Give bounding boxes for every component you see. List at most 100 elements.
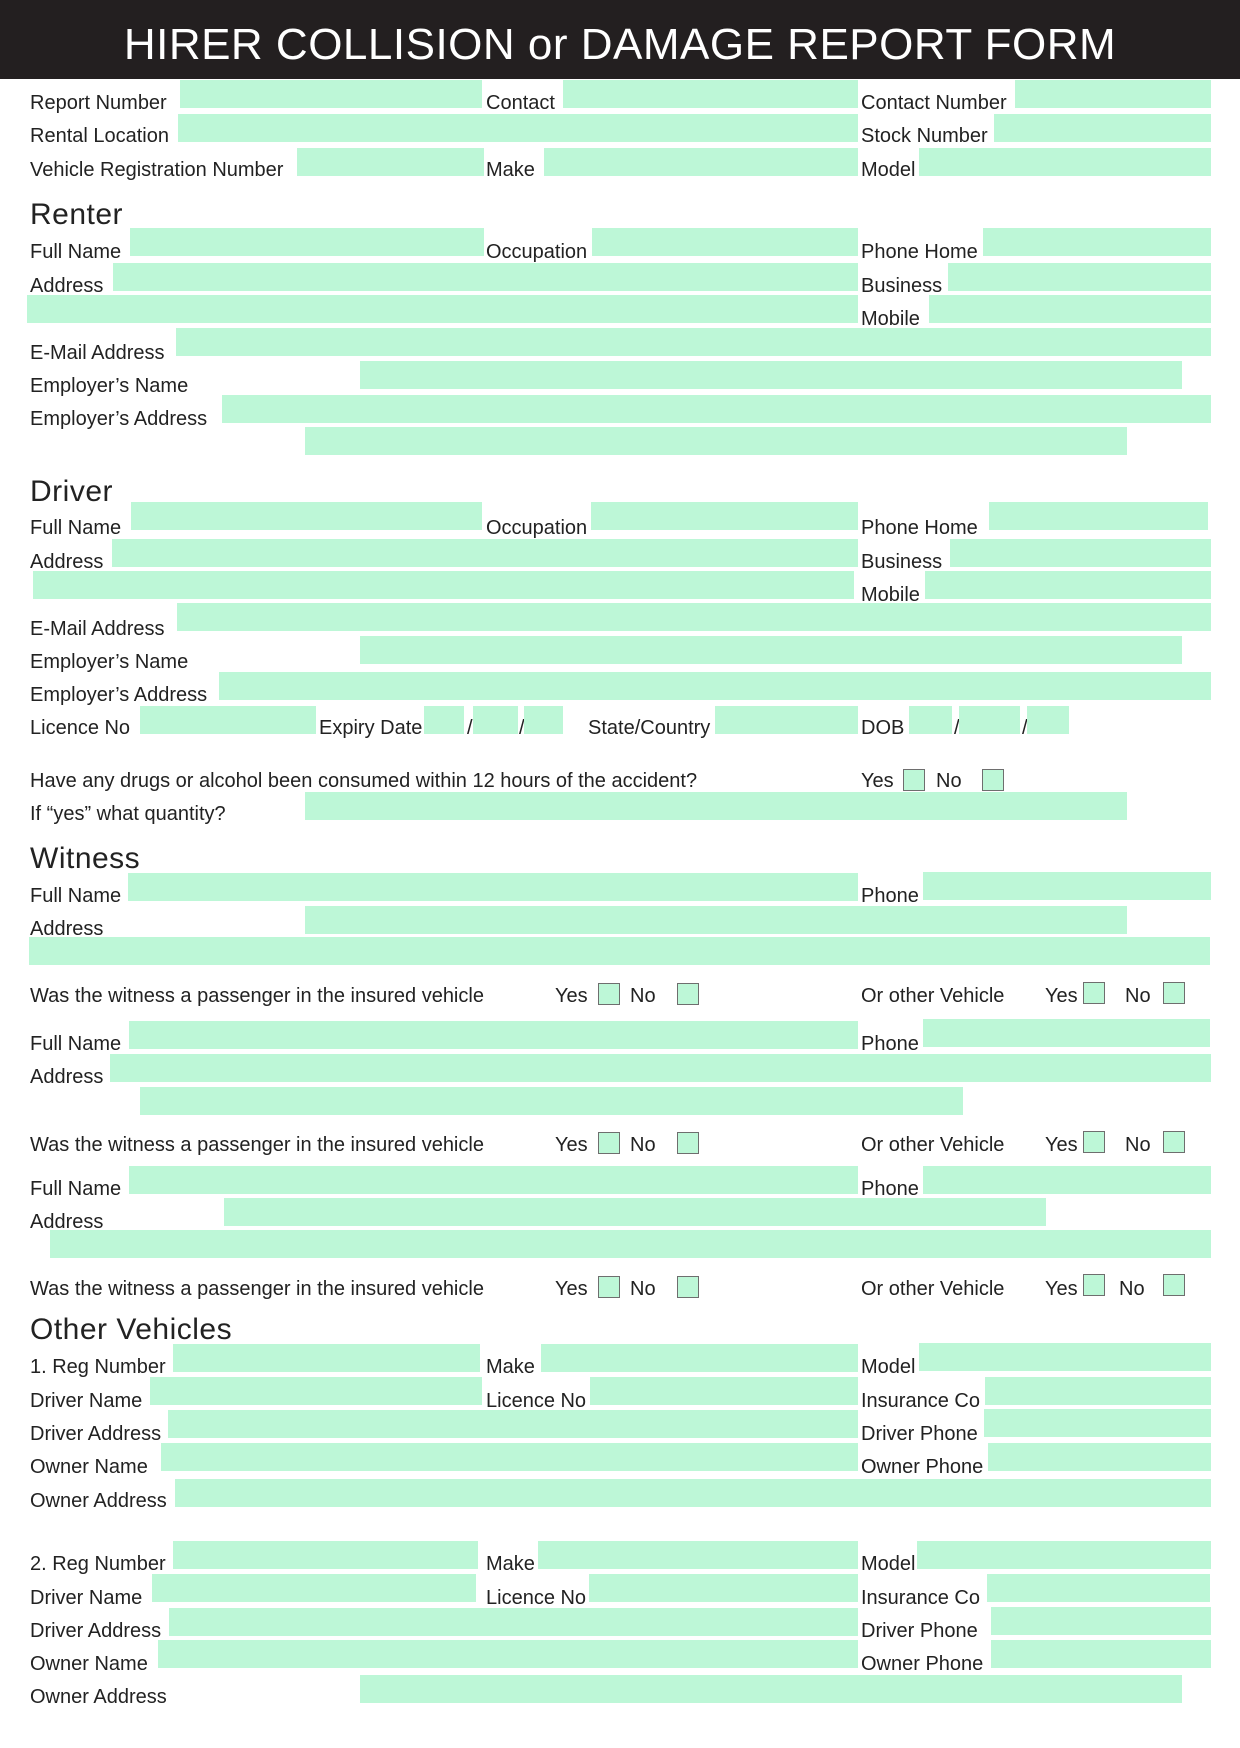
drugs-no-checkbox[interactable] [982, 769, 1004, 791]
vehicle-1-owner-phone-field[interactable] [988, 1443, 1211, 1471]
other-vehicle-yes-label: Yes [1045, 1134, 1078, 1156]
renter-full-name-field[interactable] [130, 228, 484, 256]
renter-business-field[interactable] [948, 263, 1211, 291]
drugs-yes-checkbox[interactable] [903, 769, 925, 791]
witness-2-insured-no-checkbox[interactable] [677, 1132, 699, 1154]
vehicle-2-model-field[interactable] [917, 1541, 1211, 1569]
expiry-date-label: Expiry Date [319, 717, 423, 739]
witness-2-insured-yes-checkbox[interactable] [598, 1132, 620, 1154]
witness-3-address-field[interactable] [224, 1198, 1046, 1226]
driver-phone-home-field[interactable] [989, 502, 1208, 530]
vehicle-1-licence-no-field[interactable] [590, 1377, 858, 1405]
quantity-field[interactable] [305, 792, 1127, 820]
driver-business-field[interactable] [950, 539, 1211, 567]
vehicle-1-model-field[interactable] [919, 1343, 1211, 1371]
renter-email-field[interactable] [176, 328, 1211, 356]
witness-1-full-name-field[interactable] [128, 873, 858, 901]
expiry-day-field[interactable] [424, 706, 464, 734]
passenger-yes-label: Yes [555, 1278, 588, 1300]
date-separator: / [519, 717, 525, 739]
expiry-month-field[interactable] [473, 706, 518, 734]
witness-1-insured-yes-checkbox[interactable] [598, 983, 620, 1005]
vehicle-1-driver-name-field[interactable] [150, 1377, 482, 1405]
renter-employer-address-field[interactable] [222, 395, 1211, 423]
vehicle-2-driver-name-field[interactable] [152, 1574, 476, 1602]
vehicle-1-owner-name-field[interactable] [161, 1443, 858, 1471]
vehicle-1-driver-address-field[interactable] [168, 1410, 858, 1438]
vehicle-2-owner-phone-field[interactable] [991, 1640, 1211, 1668]
witness-full-name-label: Full Name [30, 1178, 122, 1200]
renter-employer-address-line2-field[interactable] [305, 427, 1127, 455]
renter-mobile-field[interactable] [929, 295, 1211, 323]
witness-1-phone-field[interactable] [923, 872, 1211, 900]
dob-label: DOB [861, 717, 905, 739]
vehicle-1-reg-number-field[interactable] [173, 1344, 480, 1372]
vehicle-1-insurance-co-field[interactable] [985, 1377, 1211, 1405]
vehicle-2-licence-no-field[interactable] [589, 1574, 858, 1602]
witness-1-other-yes-checkbox[interactable] [1083, 982, 1105, 1004]
witness-2-other-no-checkbox[interactable] [1163, 1131, 1185, 1153]
witness-3-other-no-checkbox[interactable] [1163, 1274, 1185, 1296]
report-number-field[interactable] [180, 80, 482, 108]
renter-address-field[interactable] [113, 263, 858, 291]
driver-full-name-field[interactable] [131, 502, 482, 530]
witness-3-other-yes-checkbox[interactable] [1083, 1274, 1105, 1296]
witness-2-address-line2-field[interactable] [140, 1087, 963, 1115]
licence-no-label: Licence No [30, 717, 131, 739]
driver-occupation-field[interactable] [591, 502, 858, 530]
witness-2-address-field[interactable] [110, 1054, 1211, 1082]
dob-month-field[interactable] [959, 706, 1020, 734]
contact-number-field[interactable] [1015, 80, 1211, 108]
renter-address-line2-field[interactable] [27, 295, 858, 323]
vehicle-2-driver-phone-field[interactable] [991, 1607, 1211, 1635]
driver-address-line2-field[interactable] [33, 571, 854, 599]
witness-3-phone-field[interactable] [923, 1166, 1211, 1194]
driver-employer-name-field[interactable] [360, 636, 1182, 664]
vehicle-2-make-field[interactable] [538, 1541, 858, 1569]
rental-location-field[interactable] [178, 114, 858, 142]
model-field[interactable] [919, 148, 1211, 176]
driver-phone-home-label: Phone Home [861, 517, 978, 539]
renter-employer-name-field[interactable] [360, 361, 1182, 389]
vehicle-1-owner-address-field[interactable] [175, 1479, 1211, 1507]
dob-day-field[interactable] [909, 706, 952, 734]
witness-3-address-line2-field[interactable] [50, 1230, 1211, 1258]
witness-3-insured-yes-checkbox[interactable] [598, 1276, 620, 1298]
driver-mobile-field[interactable] [925, 571, 1211, 599]
witness-1-other-no-checkbox[interactable] [1163, 982, 1185, 1004]
vehicle-2-owner-address-field[interactable] [360, 1675, 1182, 1703]
renter-business-label: Business [861, 275, 943, 297]
vehicle-2-reg-number-field[interactable] [173, 1541, 478, 1569]
vehicle-2-owner-name-field[interactable] [158, 1640, 858, 1668]
vehicle-1-make-field[interactable] [541, 1344, 858, 1372]
vehicle-2-driver-address-field[interactable] [169, 1608, 858, 1636]
vehicle-1-driver-phone-field[interactable] [984, 1409, 1211, 1437]
witness-1-address-line2-field[interactable] [29, 937, 1210, 965]
driver-address-field[interactable] [112, 539, 858, 567]
witness-2-phone-field[interactable] [923, 1019, 1210, 1047]
renter-phone-home-field[interactable] [983, 228, 1211, 256]
witness-2-other-yes-checkbox[interactable] [1083, 1131, 1105, 1153]
witness-3-insured-no-checkbox[interactable] [677, 1276, 699, 1298]
expiry-year-field[interactable] [524, 706, 563, 734]
driver-email-field[interactable] [177, 603, 1211, 631]
renter-occupation-field[interactable] [592, 228, 858, 256]
contact-field[interactable] [563, 80, 858, 108]
witness-2-full-name-field[interactable] [129, 1021, 858, 1049]
rental-location-label: Rental Location [30, 125, 169, 147]
driver-employer-address-field[interactable] [219, 672, 1211, 700]
quantity-question-label: If “yes” what quantity? [30, 803, 226, 825]
witness-3-full-name-field[interactable] [129, 1166, 858, 1194]
state-country-field[interactable] [715, 706, 858, 734]
vehicle-registration-field[interactable] [297, 148, 484, 176]
vehicle-2-insurance-co-field[interactable] [987, 1574, 1210, 1602]
stock-number-field[interactable] [994, 114, 1211, 142]
driver-email-label: E-Mail Address [30, 618, 165, 640]
licence-no-field[interactable] [140, 706, 316, 734]
dob-year-field[interactable] [1027, 706, 1069, 734]
witness-1-insured-no-checkbox[interactable] [677, 983, 699, 1005]
passenger-no-label: No [630, 985, 656, 1007]
witness-1-address-field[interactable] [305, 906, 1127, 934]
state-country-label: State/Country [588, 717, 711, 739]
make-field[interactable] [544, 148, 858, 176]
